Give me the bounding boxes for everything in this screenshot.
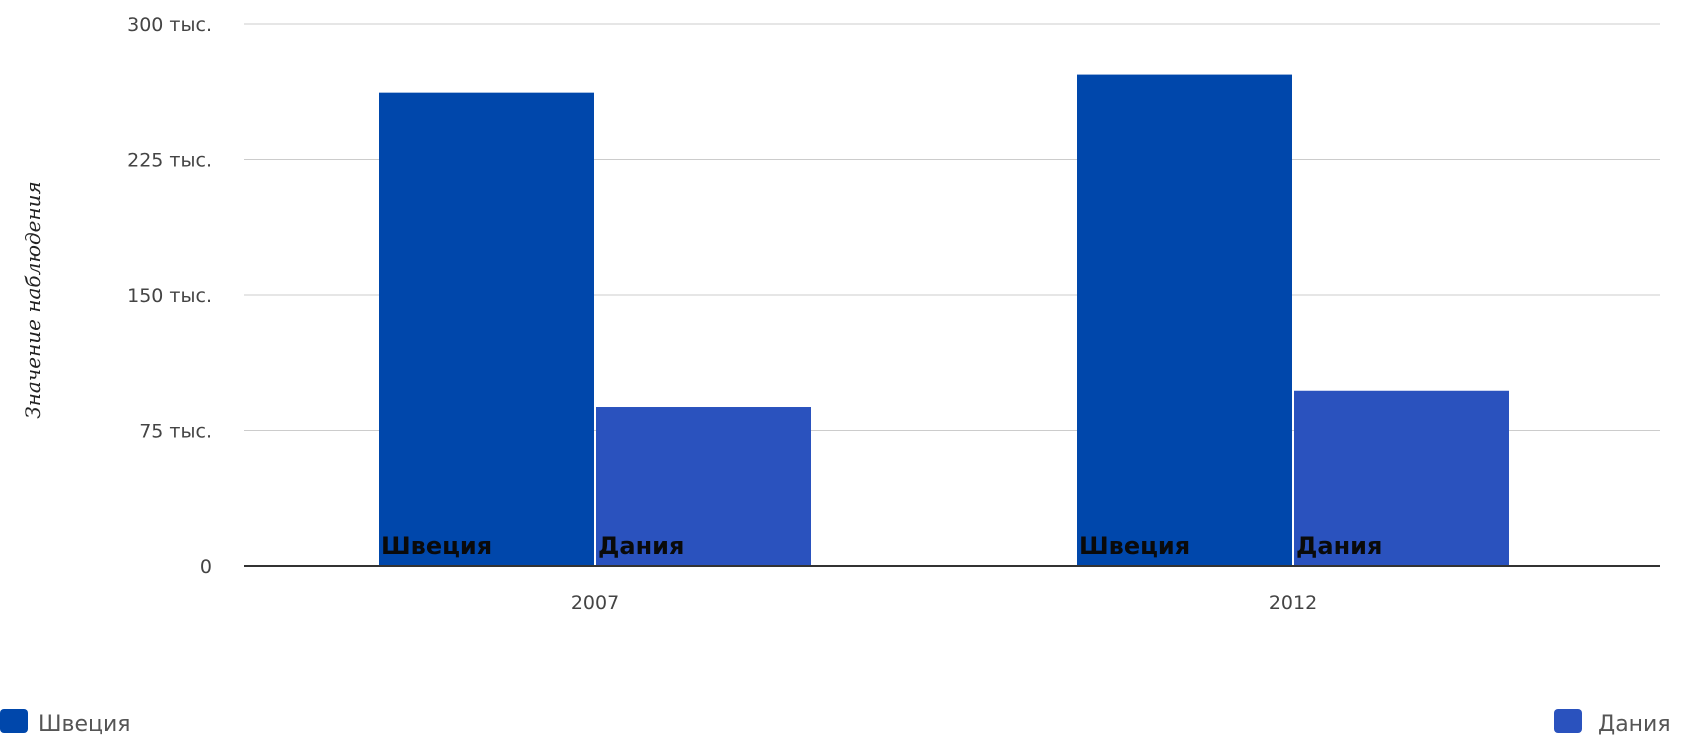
legend-swatch	[1554, 709, 1582, 733]
x-tick-label: 2012	[1269, 592, 1317, 614]
legend-label: Швеция	[38, 712, 131, 737]
bar-data-label: Дания	[1296, 532, 1382, 560]
bar-data-label: Швеция	[381, 532, 492, 560]
x-axis-ticks: 2007 2012	[571, 592, 1317, 614]
bars: Швеция Дания Швеция Дания	[379, 74, 1509, 567]
y-tick-label: 75 тыс.	[139, 421, 212, 443]
y-tick-label: 225 тыс.	[127, 150, 212, 172]
y-tick-label: 0	[200, 556, 212, 578]
y-axis-label: Значение наблюдения	[21, 181, 45, 419]
x-tick-label: 2007	[571, 592, 619, 614]
bar	[379, 92, 594, 567]
y-tick-label: 150 тыс.	[127, 285, 212, 307]
bar	[596, 407, 811, 566]
y-axis-ticks: 0 75 тыс. 150 тыс. 225 тыс. 300 тыс.	[127, 14, 212, 578]
bar-data-label: Дания	[598, 532, 684, 560]
legend-swatch	[0, 709, 28, 733]
bar	[1077, 74, 1292, 566]
bar-data-label: Швеция	[1079, 532, 1190, 560]
legend: Швеция Дания	[0, 709, 1671, 737]
bar	[1294, 390, 1509, 566]
y-tick-label: 300 тыс.	[127, 14, 212, 36]
legend-label: Дания	[1598, 712, 1671, 737]
